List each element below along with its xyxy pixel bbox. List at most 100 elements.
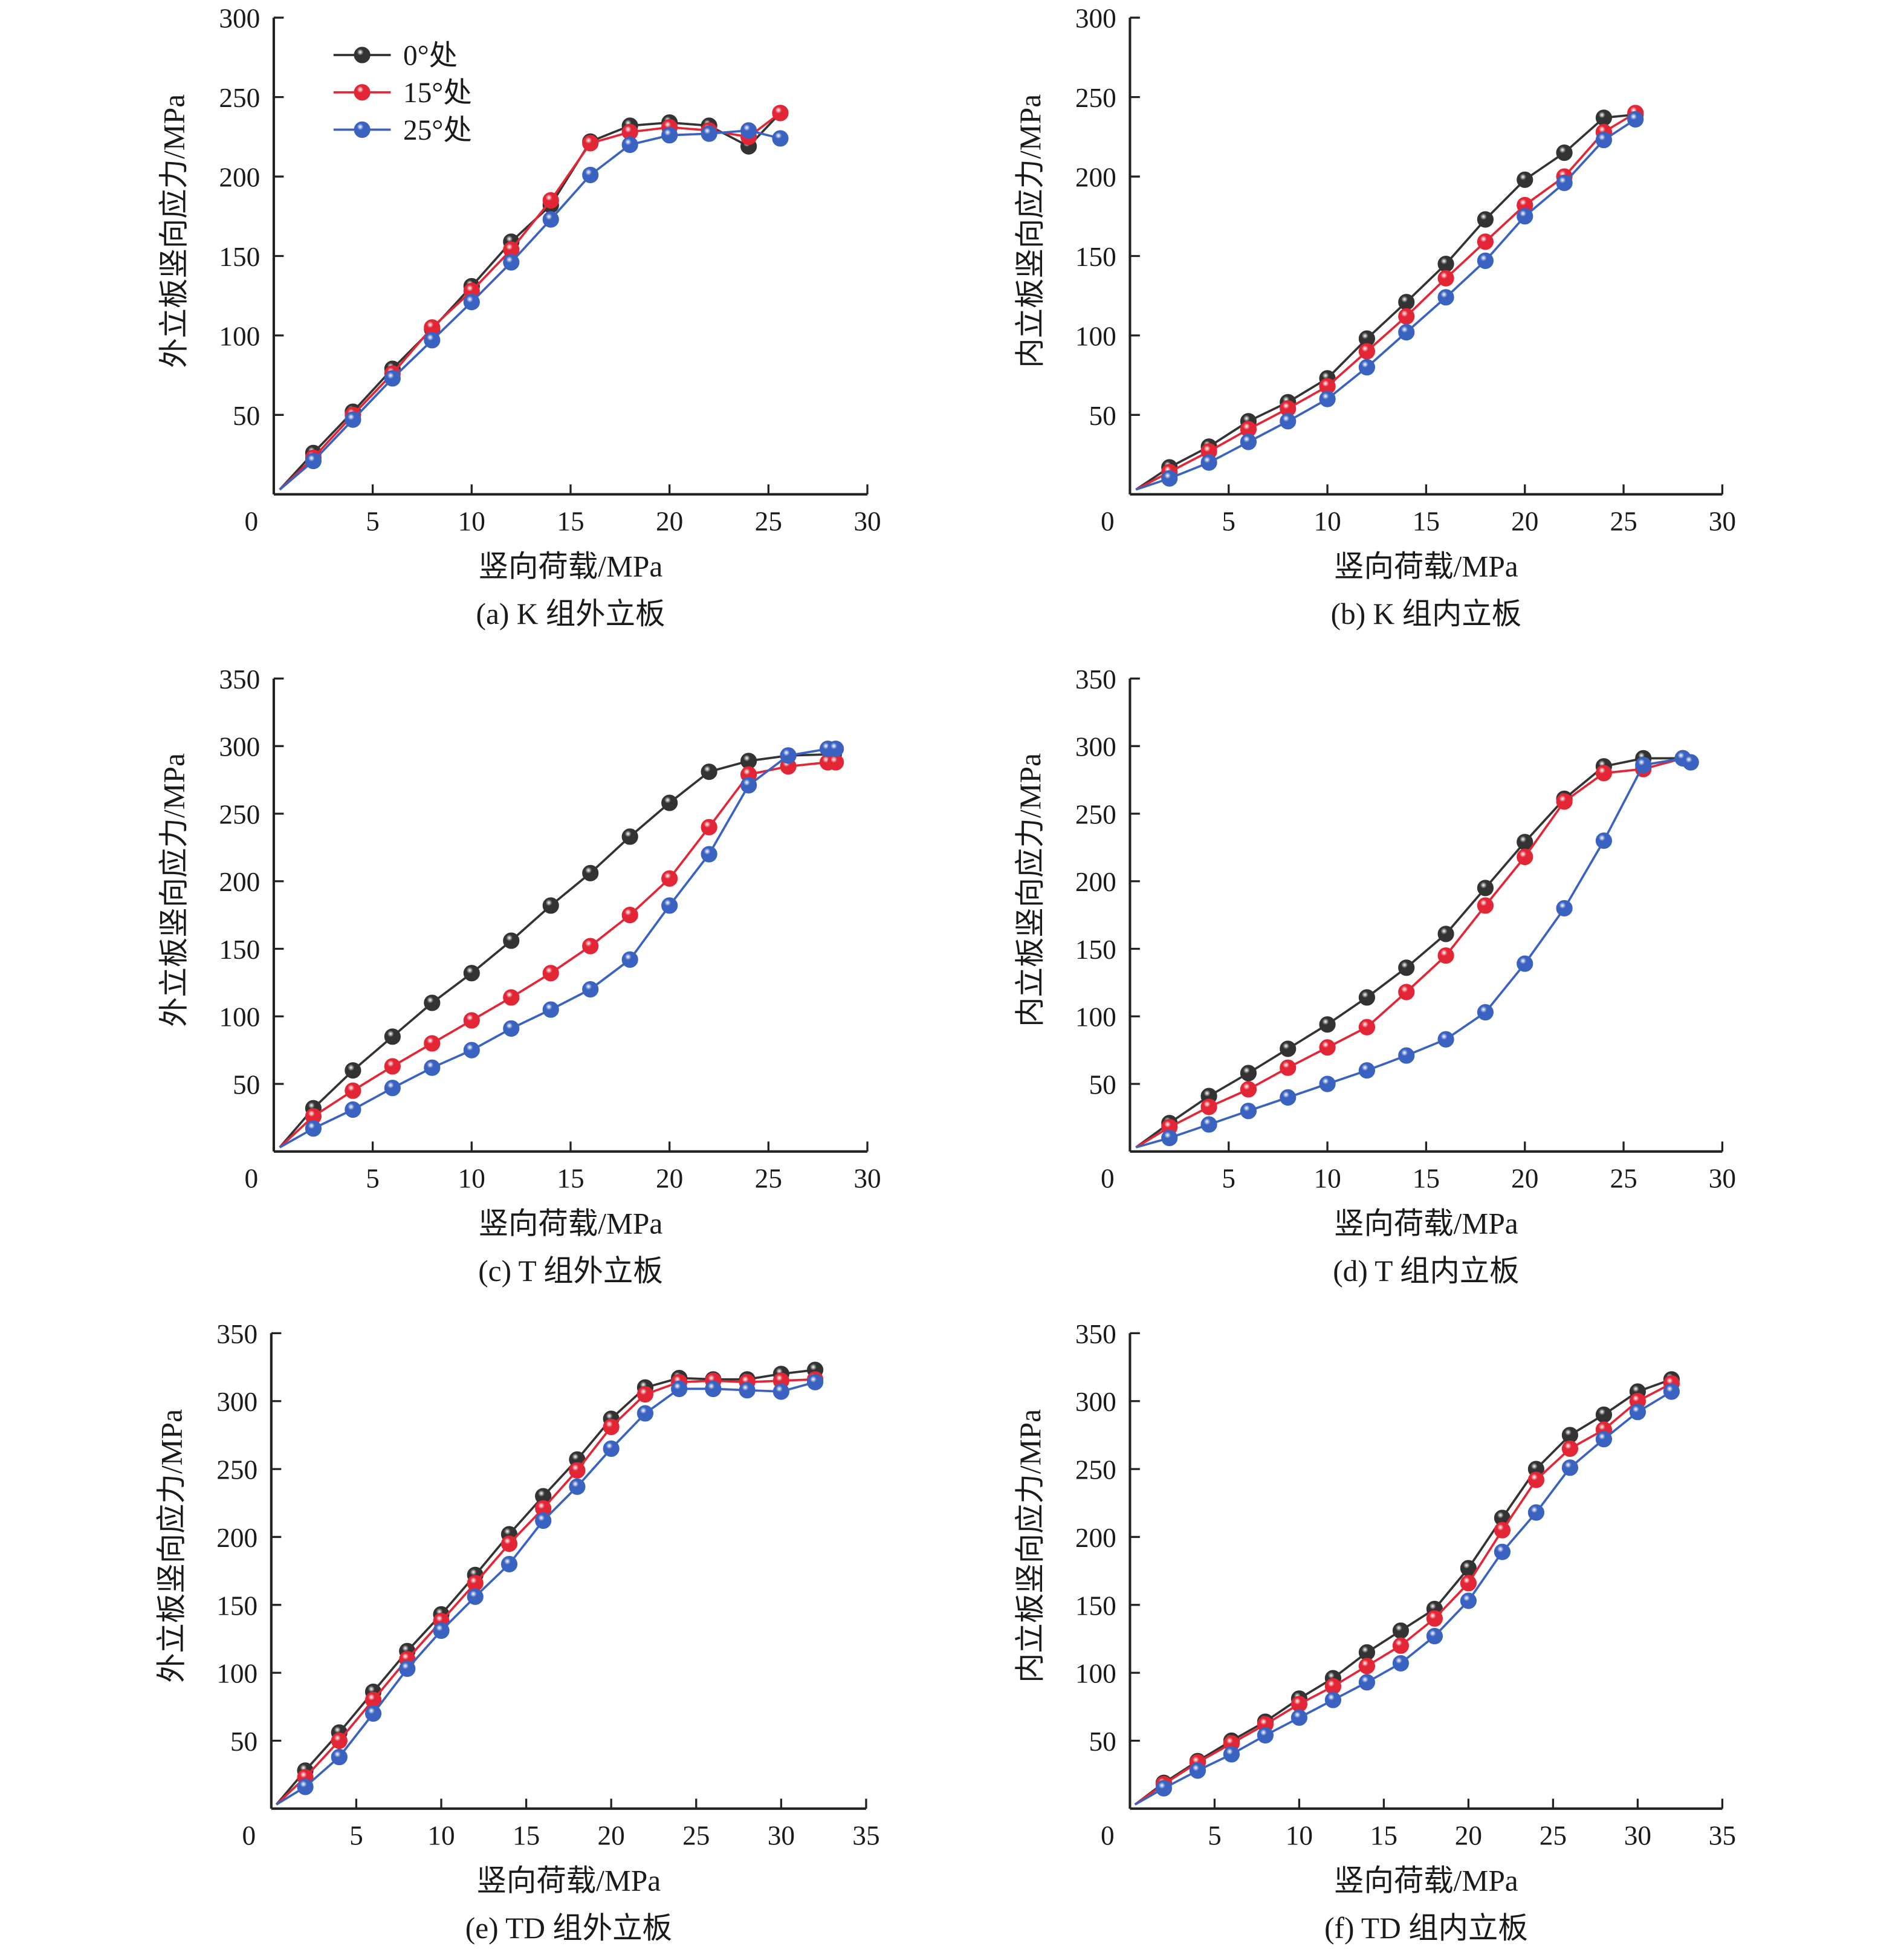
- x-axis-label: 竖向荷载/MPa: [477, 1864, 661, 1898]
- data-point: [463, 965, 480, 982]
- data-point: [1437, 289, 1454, 306]
- legend-marker: [354, 47, 371, 63]
- x-tick-label: 30: [1709, 1164, 1736, 1194]
- data-point: [701, 764, 717, 780]
- panel-caption: (e) TD 组外立板: [465, 1911, 672, 1945]
- y-tick-label: 200: [1075, 1523, 1116, 1553]
- series-line: [279, 112, 781, 491]
- x-tick-label: 5: [349, 1821, 363, 1851]
- panel-caption: (b) K 组内立板: [1331, 597, 1522, 631]
- data-point: [500, 1555, 518, 1572]
- y-axis-label: 外立板竖向应力/MPa: [155, 1409, 189, 1683]
- y-tick-label: 200: [216, 1523, 257, 1553]
- y-tick-label: 100: [219, 1002, 260, 1033]
- data-point: [1392, 1655, 1409, 1672]
- data-point: [582, 864, 599, 881]
- legend-item: 15°处: [333, 77, 472, 109]
- data-point: [1200, 454, 1217, 471]
- data-point: [661, 794, 678, 811]
- y-tick-label: 50: [1089, 1070, 1116, 1100]
- x-tick-label: 25: [1610, 506, 1637, 536]
- y-tick-label: 250: [1075, 799, 1116, 829]
- series-line: [1135, 757, 1683, 1149]
- series-1: [1135, 105, 1644, 491]
- series-line: [279, 747, 836, 1149]
- y-axis-label: 内立板竖向应力/MPa: [1014, 753, 1047, 1027]
- series-line: [279, 753, 834, 1149]
- series-line: [1134, 1390, 1672, 1806]
- x-tick-label: 15: [513, 1821, 540, 1851]
- data-point: [535, 1512, 552, 1529]
- data-point: [621, 136, 638, 154]
- y-axis-label: 内立板竖向应力/MPa: [1014, 94, 1047, 368]
- data-point: [636, 1386, 654, 1403]
- data-point: [772, 130, 789, 147]
- data-point: [701, 125, 717, 142]
- x-tick-label: 15: [1413, 506, 1440, 536]
- series-line: [1135, 757, 1691, 1149]
- x-tick-label: 0: [245, 506, 259, 536]
- data-point: [1398, 1047, 1415, 1064]
- data-point: [705, 1380, 722, 1398]
- data-point: [603, 1418, 620, 1436]
- y-tick-label: 200: [1075, 163, 1116, 193]
- data-point: [701, 819, 717, 835]
- chart-panel-6: 0 5 10 15 20 25 30 35 50 100 150 200 250 300 350 竖向荷载/M…: [1014, 1319, 1736, 1945]
- data-point: [582, 166, 599, 184]
- data-point: [1437, 256, 1454, 273]
- legend: 0°处 15°处 25°处: [333, 40, 472, 146]
- data-point: [542, 211, 559, 228]
- data-point: [621, 828, 638, 845]
- data-point: [1398, 959, 1415, 976]
- data-point: [1556, 144, 1573, 161]
- data-point: [1561, 1459, 1578, 1476]
- data-point: [1223, 1746, 1240, 1763]
- data-point: [1240, 1065, 1257, 1081]
- x-axis-label: 竖向荷载/MPa: [479, 1207, 663, 1240]
- legend-label: 15°处: [403, 77, 472, 109]
- panel-caption: (f) TD 组内立板: [1324, 1911, 1528, 1945]
- x-tick-label: 20: [656, 1164, 683, 1194]
- data-point: [424, 1035, 441, 1052]
- legend-item: 25°处: [333, 115, 472, 146]
- y-tick-label: 150: [1075, 935, 1116, 965]
- data-point: [1155, 1780, 1173, 1797]
- data-point: [1358, 343, 1375, 360]
- data-point: [1280, 1059, 1297, 1076]
- y-tick-label: 300: [1075, 732, 1116, 762]
- data-point: [1319, 391, 1336, 407]
- data-point: [503, 989, 520, 1006]
- y-tick-label: 50: [233, 1070, 260, 1100]
- series-line: [1135, 757, 1691, 1149]
- data-point: [1629, 1404, 1646, 1421]
- x-tick-label: 10: [427, 1821, 455, 1851]
- x-axis-label: 竖向荷载/MPa: [479, 550, 663, 583]
- x-tick-label: 0: [1101, 1164, 1115, 1194]
- y-axis-label: 内立板竖向应力/MPa: [1014, 1409, 1047, 1683]
- data-point: [1494, 1522, 1511, 1539]
- data-point: [772, 105, 789, 122]
- data-point: [1358, 1674, 1375, 1691]
- data-point: [1426, 1627, 1443, 1645]
- data-point: [1358, 989, 1375, 1006]
- series-line: [276, 1381, 816, 1806]
- data-point: [384, 1058, 401, 1075]
- data-point: [542, 1001, 559, 1018]
- x-tick-label: 15: [557, 1164, 584, 1194]
- series-2: [279, 122, 789, 491]
- data-point: [1494, 1543, 1511, 1560]
- y-tick-label: 100: [1075, 321, 1116, 351]
- data-point: [1556, 900, 1573, 917]
- data-point: [1240, 433, 1257, 450]
- data-point: [1460, 1592, 1477, 1609]
- x-axis-label: 竖向荷载/MPa: [1334, 550, 1518, 583]
- data-point: [1595, 132, 1613, 149]
- data-point: [1398, 324, 1415, 341]
- data-point: [807, 1373, 824, 1390]
- data-point: [399, 1660, 416, 1677]
- y-tick-label: 100: [216, 1659, 257, 1689]
- y-tick-label: 200: [1075, 867, 1116, 897]
- data-point: [1477, 252, 1494, 269]
- y-tick-label: 150: [219, 242, 260, 272]
- x-tick-label: 10: [458, 506, 485, 536]
